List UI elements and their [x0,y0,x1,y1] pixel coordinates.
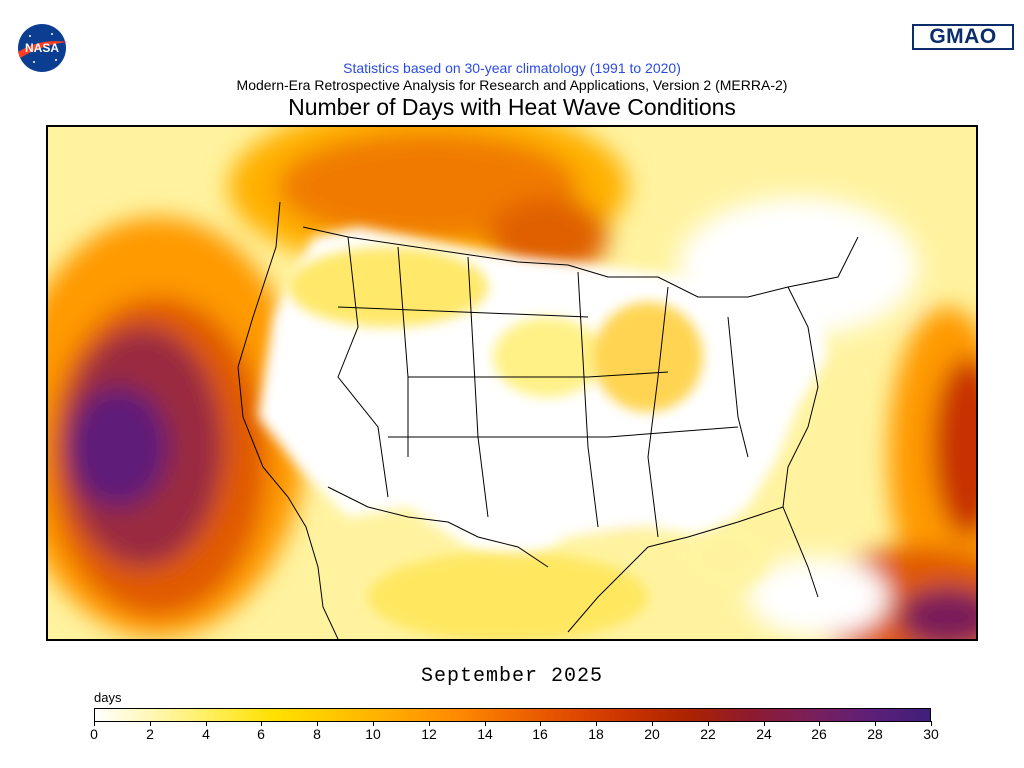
colorbar-tick [373,721,374,726]
colorbar-tick-label: 6 [257,726,265,742]
colorbar-tick-label: 16 [532,726,548,742]
colorbar-tick [317,721,318,726]
colorbar-tick [261,721,262,726]
map-outlines [237,201,859,639]
colorbar-tick-label: 10 [365,726,381,742]
subtitle: Statistics based on 30-year climatology … [343,60,681,76]
colorbar-tick-label: 20 [644,726,660,742]
heat-wave-map [46,125,978,641]
gmao-logo: GMAO [912,24,1014,50]
colorbar-tick [596,721,597,726]
colorbar-tick [206,721,207,726]
colorbar-tick-label: 12 [421,726,437,742]
nasa-logo-text: NASA [25,41,59,55]
colorbar-tick-label: 4 [202,726,210,742]
colorbar-tick [150,721,151,726]
nasa-logo: NASA [18,24,68,72]
colorbar-tick [875,721,876,726]
colorbar-tick [819,721,820,726]
colorbar-tick-label: 26 [811,726,827,742]
colorbar-tick-label: 8 [313,726,321,742]
colorbar-tick [708,721,709,726]
colorbar-tick [764,721,765,726]
colorbar [94,708,931,722]
colorbar-tick [931,721,932,726]
colorbar-tick-label: 2 [146,726,154,742]
colorbar-units: days [94,690,122,705]
colorbar-tick-label: 28 [867,726,883,742]
colorbar-tick-label: 18 [588,726,604,742]
colorbar-tick-label: 22 [700,726,716,742]
colorbar-tick-label: 0 [90,726,98,742]
map-canvas [48,127,976,639]
colorbar-tick [485,721,486,726]
colorbar-tick [540,721,541,726]
colorbar-tick [652,721,653,726]
colorbar-tick-label: 24 [756,726,772,742]
colorbar-tick-label: 30 [923,726,939,742]
colorbar-tick [94,721,95,726]
gmao-logo-text: GMAO [929,25,997,48]
page-title: Number of Days with Heat Wave Conditions [288,94,736,120]
colorbar-tick-label: 14 [477,726,493,742]
colorbar-tick [429,721,430,726]
time-period-label: September 2025 [420,665,604,688]
dataset-name: Modern-Era Retrospective Analysis for Re… [236,77,788,93]
